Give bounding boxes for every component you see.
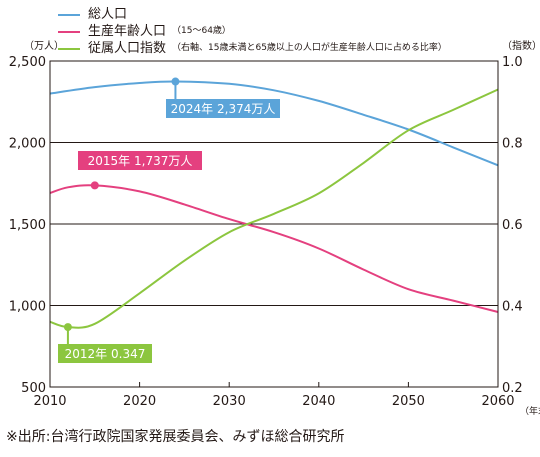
legend: 総人口 生産年齢人口 （15～64歳） 従属人口指数 （右軸、15歳未満と65歳… bbox=[58, 6, 447, 57]
annotation-marker bbox=[63, 323, 72, 332]
annotation-box bbox=[166, 99, 280, 118]
series-line-0 bbox=[49, 80, 499, 167]
annotation-label: 2024年 2,374万人 bbox=[171, 102, 276, 116]
annotations: 2024年 2,374万人 2015年 1,737万人 2012年 0.347 bbox=[58, 77, 280, 363]
legend-label-working: 生産年齢人口 bbox=[88, 24, 167, 39]
series-line-2 bbox=[49, 88, 499, 329]
legend-label-dependency: 従属人口指数 bbox=[88, 41, 167, 56]
y-tick-label-left: 2,000 bbox=[9, 137, 46, 152]
series-lines bbox=[49, 80, 499, 329]
annotation-label: 2012年 0.347 bbox=[65, 347, 146, 361]
annotation-marker bbox=[171, 77, 180, 86]
legend-note-dependency: （右軸、15歳未満と65歳以上の人口が生産年齢人口に占める比率） bbox=[172, 43, 447, 53]
y-tick-label-right: 0.6 bbox=[502, 218, 523, 233]
y-tick-label-left: 500 bbox=[21, 381, 46, 396]
x-tick-label: 2010 bbox=[33, 394, 66, 409]
x-tick-label: 2030 bbox=[213, 394, 246, 409]
annotation-label: 2015年 1,737万人 bbox=[88, 154, 193, 168]
annotation-marker bbox=[90, 181, 99, 190]
legend-label-total: 総人口 bbox=[88, 7, 128, 22]
y-tick-label-left: 1,000 bbox=[9, 300, 46, 315]
legend-line-working bbox=[58, 30, 80, 33]
y-tick-label-left: 2,500 bbox=[9, 55, 46, 70]
tick-labels: 500 0.2 1,000 0.4 1,500 0.6 2,000 0.8 2,500 1.0 20… bbox=[9, 55, 523, 409]
y-tick-label-right: 1.0 bbox=[502, 55, 523, 70]
y-tick-label-left: 1,500 bbox=[9, 218, 46, 233]
legend-line-total bbox=[58, 13, 80, 16]
legend-item-total: 総人口 bbox=[58, 6, 447, 23]
y-tick-label-right: 0.2 bbox=[502, 381, 523, 396]
annotation-box bbox=[78, 151, 202, 170]
grid-lines bbox=[50, 142, 498, 387]
x-tick-label: 2020 bbox=[123, 394, 156, 409]
y-tick-label-right: 0.8 bbox=[502, 137, 523, 152]
plot-frame bbox=[49, 60, 499, 388]
y-tick-label-right: 0.4 bbox=[502, 300, 523, 315]
x-tick-label: 2060 bbox=[481, 394, 514, 409]
series-line-1 bbox=[49, 184, 499, 313]
right-axis-unit: （指数） bbox=[502, 39, 540, 52]
annotation-box bbox=[58, 344, 152, 363]
legend-item-working: 生産年齢人口 （15～64歳） bbox=[58, 23, 447, 40]
legend-line-dependency bbox=[58, 47, 80, 50]
legend-item-dependency: 従属人口指数 （右軸、15歳未満と65歳以上の人口が生産年齢人口に占める比率） bbox=[58, 40, 447, 57]
x-tick-label: 2050 bbox=[392, 394, 425, 409]
legend-note-working: （15～64歳） bbox=[172, 26, 231, 36]
source-note: ※出所:台湾行政院国家発展委員会、みずほ総合研究所 bbox=[6, 429, 345, 445]
left-axis-unit: （万人） bbox=[24, 40, 64, 52]
x-axis-unit: （年末） bbox=[520, 405, 540, 417]
x-tick-label: 2040 bbox=[302, 394, 335, 409]
